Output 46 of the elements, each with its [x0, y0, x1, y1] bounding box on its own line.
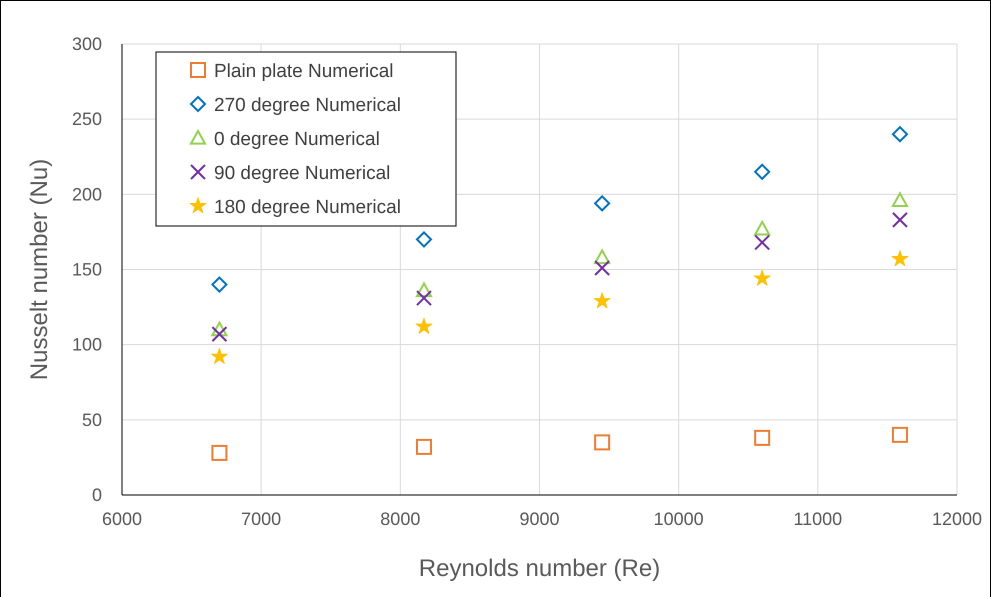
- y-tick-label: 200: [72, 184, 102, 204]
- point: [594, 260, 610, 276]
- point: [754, 430, 770, 446]
- point: [211, 348, 228, 364]
- point: [892, 212, 908, 228]
- x-axis-title: Reynolds number (Re): [418, 555, 660, 582]
- y-tick-label: 0: [92, 485, 102, 505]
- legend-label: Plain plate Numerical: [214, 61, 394, 82]
- point: [416, 282, 432, 298]
- y-tick-label: 300: [72, 34, 102, 54]
- point: [416, 438, 432, 455]
- point: [416, 318, 432, 334]
- point: [754, 164, 770, 180]
- point: [594, 195, 610, 212]
- point: [892, 192, 908, 207]
- legend-label: 0 degree Numerical: [214, 129, 380, 150]
- x-tick-label: 8000: [380, 509, 420, 529]
- point: [754, 270, 771, 286]
- point: [892, 126, 908, 142]
- y-axis-title: Nusselt number (Nu): [26, 158, 53, 380]
- point: [594, 249, 610, 264]
- point: [594, 292, 611, 308]
- point: [211, 322, 228, 336]
- x-tick-label: 9000: [519, 509, 560, 529]
- y-tick-label: 250: [72, 109, 102, 130]
- y-tick-label: 100: [72, 334, 102, 355]
- x-tick-label: 6000: [102, 509, 142, 529]
- x-tick-label: 11000: [793, 509, 842, 529]
- point: [892, 426, 908, 443]
- x-tick-label: 10000: [654, 509, 704, 529]
- x-tick-label: 7000: [241, 509, 282, 529]
- x-tick-label: 12000: [932, 509, 982, 529]
- y-tick-label: 50: [82, 410, 102, 430]
- point: [416, 290, 432, 306]
- point: [754, 220, 770, 236]
- point: [211, 276, 228, 293]
- legend-label: 270 degree Numerical: [214, 95, 401, 116]
- point: [211, 444, 228, 461]
- point: [892, 250, 908, 266]
- point: [754, 234, 770, 250]
- y-tick-label: 150: [72, 260, 102, 280]
- point: [211, 326, 228, 342]
- point: [594, 434, 610, 450]
- legend-label: 90 degree Numerical: [214, 163, 390, 184]
- point: [416, 231, 432, 248]
- legend-label: 180 degree Numerical: [214, 197, 401, 218]
